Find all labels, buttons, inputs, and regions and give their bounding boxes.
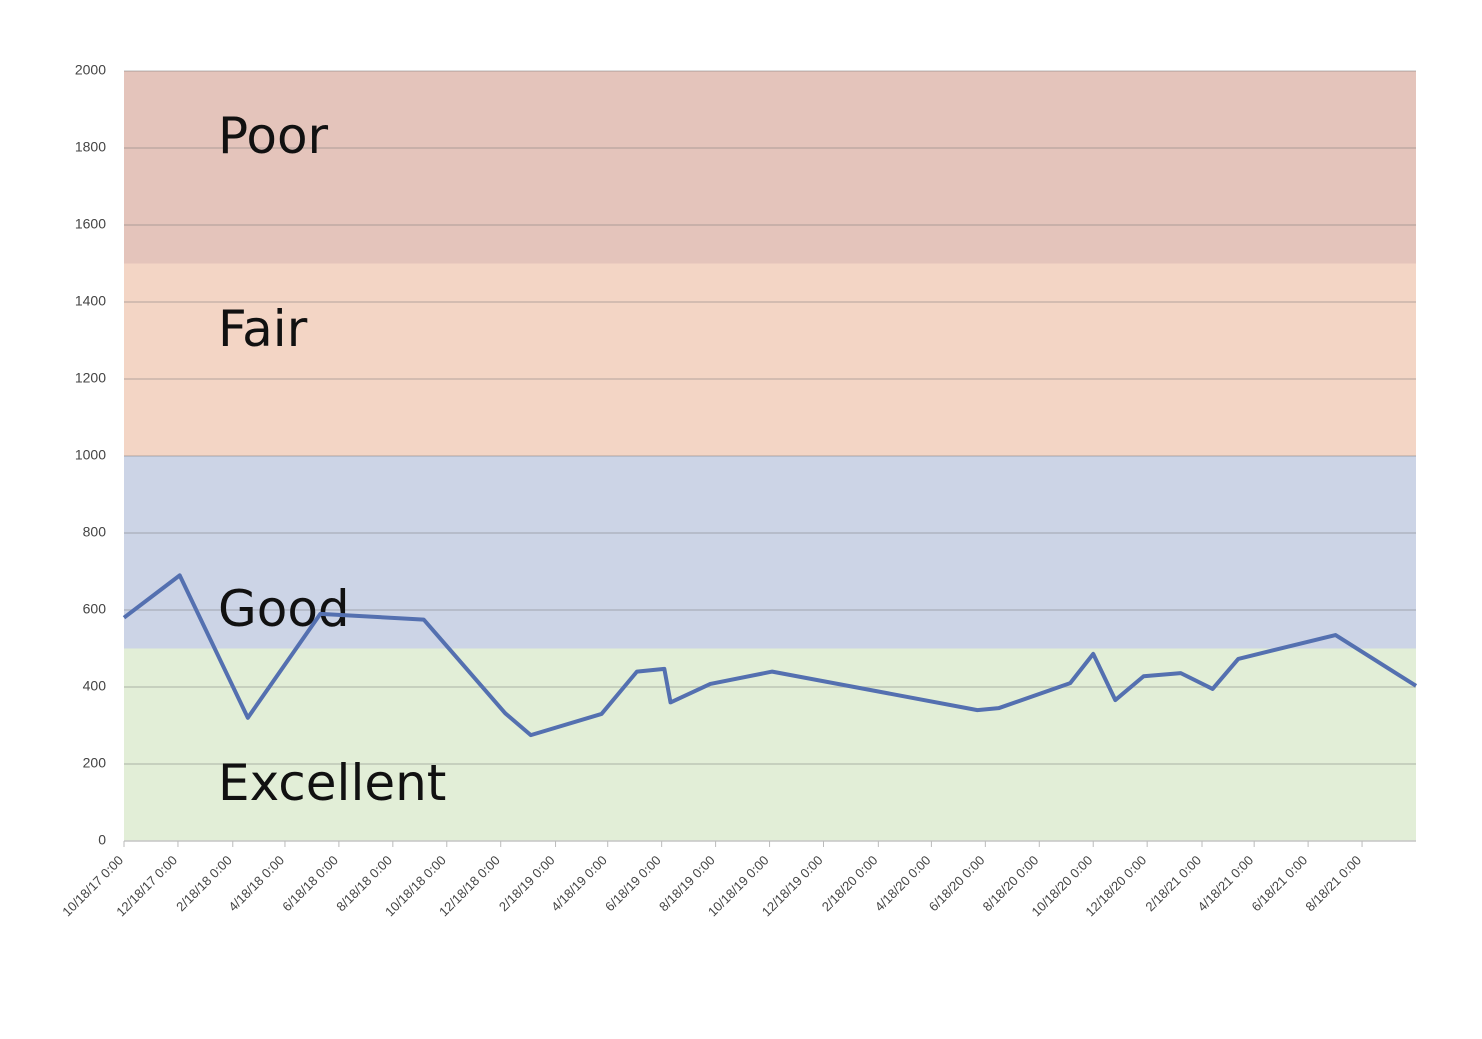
band-label: Fair	[218, 300, 308, 358]
y-tick-label: 1000	[75, 447, 106, 463]
y-tick-label: 2000	[75, 62, 106, 78]
x-tick-label: 2/18/20 0:00	[819, 853, 881, 915]
x-tick-label: 4/18/21 0:00	[1195, 853, 1257, 915]
x-tick-label: 4/18/19 0:00	[548, 853, 610, 915]
band-label: Poor	[218, 107, 329, 165]
x-tick-label: 4/18/18 0:00	[225, 853, 287, 915]
y-tick-label: 0	[98, 832, 106, 848]
y-tick-label: 1600	[75, 216, 106, 232]
y-tick-label: 800	[83, 524, 107, 540]
x-tick-label: 6/18/21 0:00	[1249, 853, 1311, 915]
data-line	[122, 573, 1418, 738]
x-tick-label: 6/18/18 0:00	[279, 853, 341, 915]
band-label: Good	[218, 580, 350, 638]
y-tick-label: 400	[83, 678, 107, 694]
band	[124, 263, 1416, 456]
y-tick-label: 200	[83, 755, 107, 771]
y-tick-label: 1400	[75, 293, 106, 309]
y-tick-label: 1200	[75, 370, 106, 386]
x-tick-label: 6/18/20 0:00	[926, 853, 988, 915]
band	[124, 71, 1416, 264]
x-tick-label: 4/18/20 0:00	[872, 853, 934, 915]
y-tick-label: 600	[83, 601, 107, 617]
y-tick-label: 1800	[75, 139, 106, 155]
x-tick-label: 8/18/21 0:00	[1302, 853, 1364, 915]
band	[124, 648, 1416, 841]
band-label: Excellent	[218, 754, 446, 812]
x-tick-label: 6/18/19 0:00	[602, 853, 664, 915]
